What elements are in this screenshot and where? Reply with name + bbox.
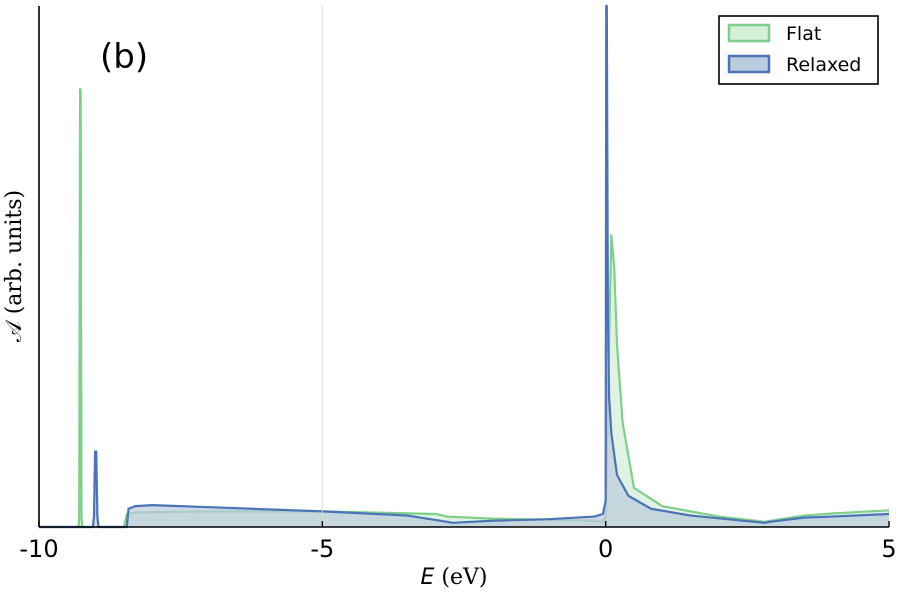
series-area-flat (39, 89, 889, 528)
series-line-flat (39, 88, 890, 529)
legend-swatch-flat (727, 23, 771, 43)
legend: Flat Relaxed (718, 15, 879, 85)
x-axis-title: E (eV) (421, 565, 488, 590)
y-axis-title: 𝒜 (arb. units) (2, 190, 27, 342)
x-tick-label: -10 (19, 535, 58, 563)
legend-label-flat: Flat (786, 23, 821, 45)
x-tick-layer: -10 -5 0 5 (19, 521, 897, 563)
panel-label: (b) (100, 37, 148, 77)
x-tick-label: 5 (881, 535, 896, 563)
legend-swatch-relaxed (727, 54, 771, 74)
legend-label-relaxed: Relaxed (786, 54, 861, 76)
x-tick-label: -5 (310, 535, 334, 563)
x-tick-label: 0 (598, 535, 613, 563)
series-layer (39, 4, 890, 529)
series-line-relaxed (39, 4, 890, 529)
x-axis-variable: E (421, 565, 435, 590)
x-axis-unit: (eV) (434, 565, 487, 590)
